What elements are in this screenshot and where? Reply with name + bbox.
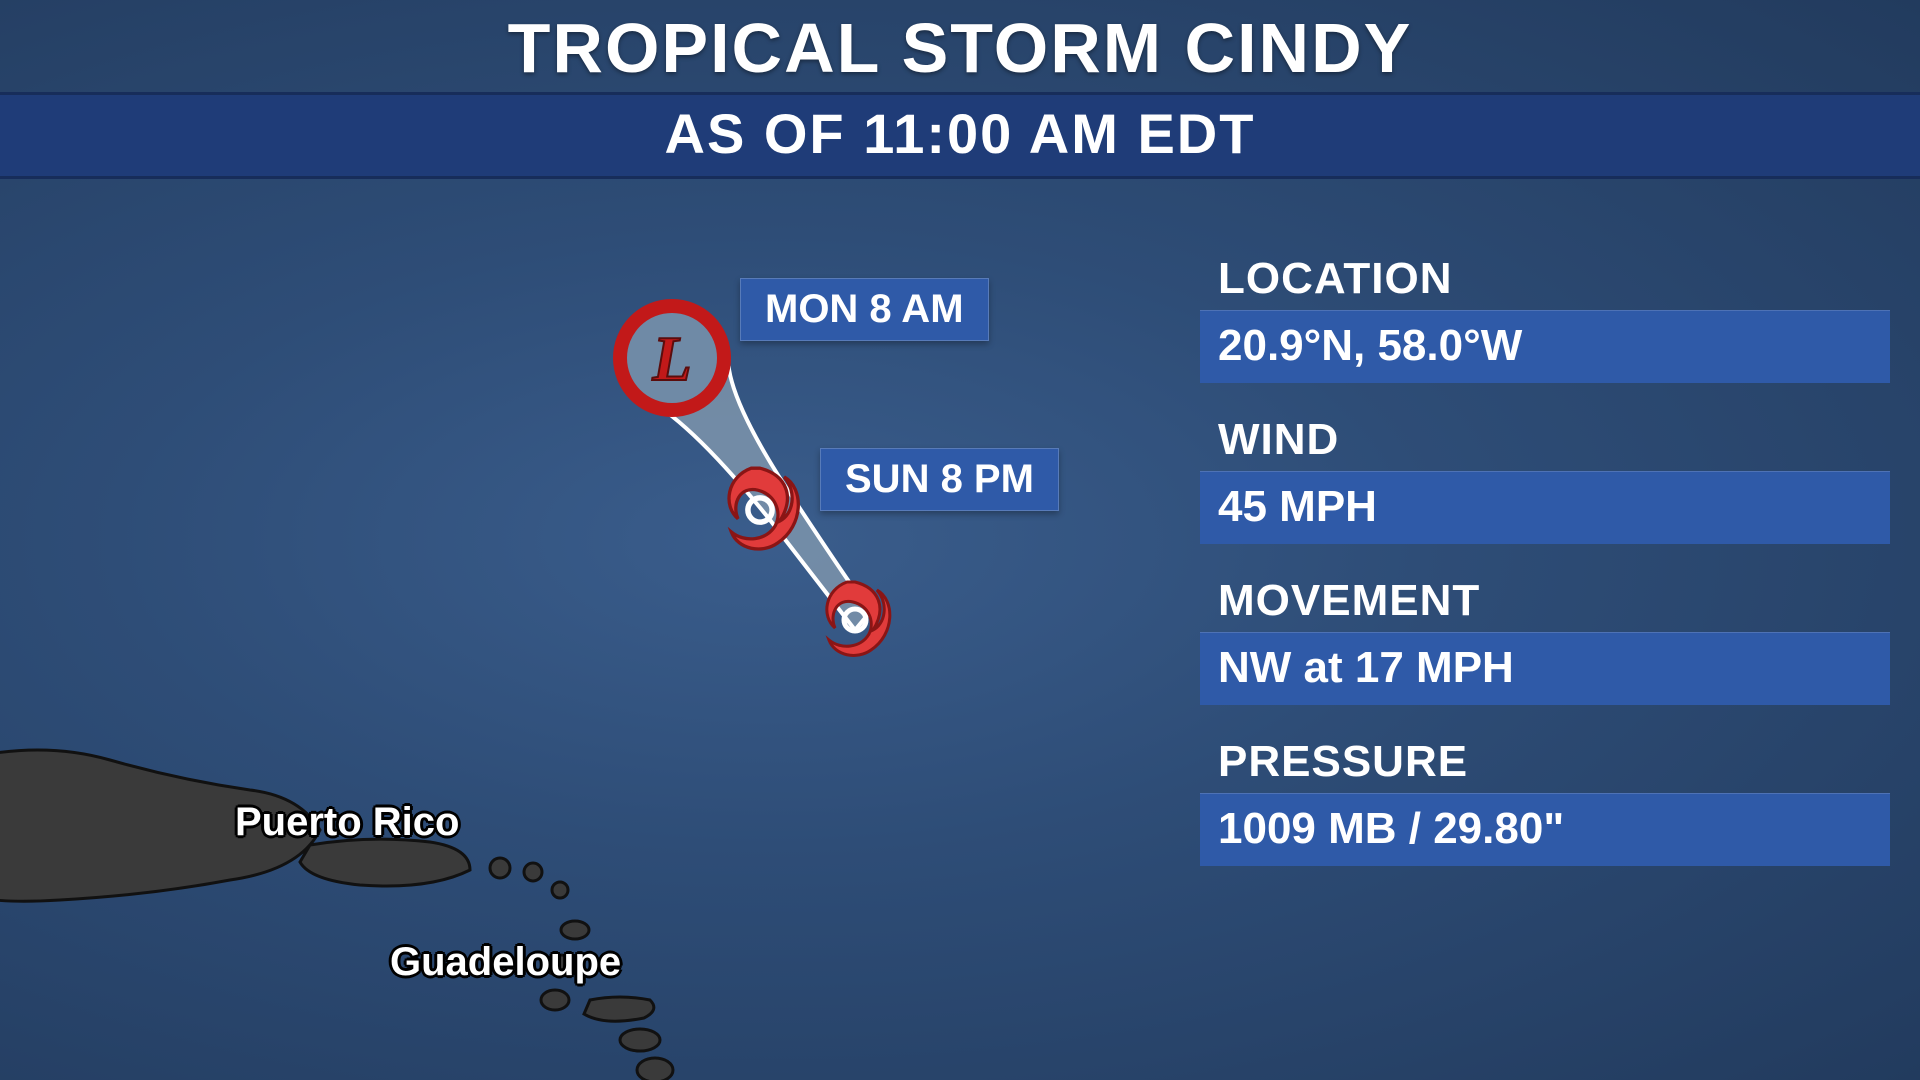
info-heading: PRESSURE: [1200, 733, 1890, 793]
info-heading: MOVEMENT: [1200, 572, 1890, 632]
low-letter: L: [651, 323, 691, 394]
info-wind: WIND 45 MPH: [1200, 411, 1890, 544]
weather-graphic: L MON 8 AM SUN 8 PM Puerto Rico Guadelou…: [0, 0, 1920, 1080]
map-label-guadeloupe: Guadeloupe: [390, 940, 621, 985]
info-heading: WIND: [1200, 411, 1890, 471]
info-movement: MOVEMENT NW at 17 MPH: [1200, 572, 1890, 705]
header: TROPICAL STORM CINDY AS OF 11:00 AM EDT: [0, 0, 1920, 179]
info-heading: LOCATION: [1200, 250, 1890, 310]
storm-title: TROPICAL STORM CINDY: [0, 0, 1920, 92]
map-label-puerto-rico: Puerto Rico: [235, 800, 459, 845]
info-value: 1009 MB / 29.80": [1200, 793, 1890, 866]
info-value: 45 MPH: [1200, 471, 1890, 544]
timestamp-bar: AS OF 11:00 AM EDT: [0, 92, 1920, 179]
info-location: LOCATION 20.9°N, 58.0°W: [1200, 250, 1890, 383]
tropical-storm-icon: [827, 582, 890, 655]
tropical-storm-icon: [729, 468, 798, 549]
info-value: 20.9°N, 58.0°W: [1200, 310, 1890, 383]
info-value: NW at 17 MPH: [1200, 632, 1890, 705]
track-label-sun: SUN 8 PM: [820, 448, 1059, 511]
info-pressure: PRESSURE 1009 MB / 29.80": [1200, 733, 1890, 866]
track-label-mon: MON 8 AM: [740, 278, 989, 341]
info-panel: LOCATION 20.9°N, 58.0°W WIND 45 MPH MOVE…: [1200, 250, 1890, 894]
low-pressure-icon: L: [620, 306, 724, 410]
